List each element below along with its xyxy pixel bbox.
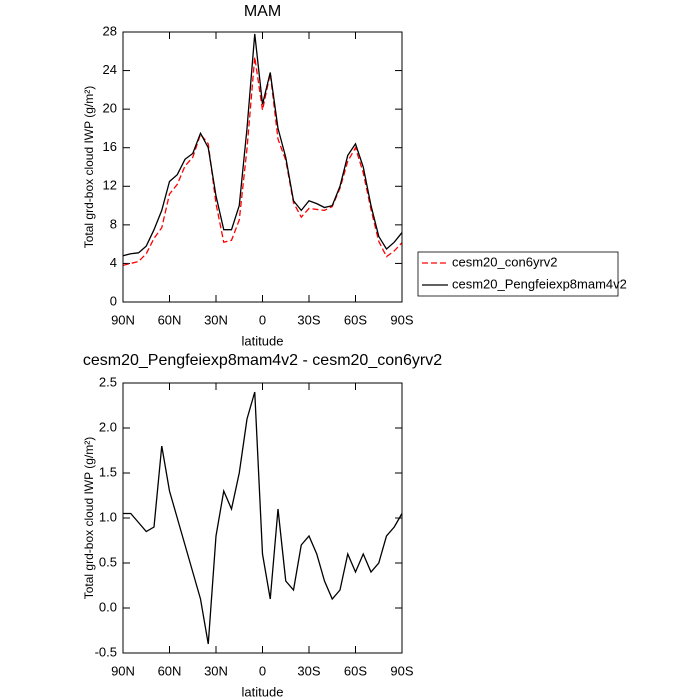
y-tick-label: 1.5 bbox=[99, 464, 117, 479]
legend-label: cesm20_Pengfeiexp8mam4v2 bbox=[452, 276, 627, 291]
legend-label: cesm20_con6yrv2 bbox=[452, 254, 558, 269]
x-tick-label: 90N bbox=[111, 312, 135, 327]
x-tick-label: 90S bbox=[390, 312, 413, 327]
y-tick-label: 20 bbox=[103, 101, 117, 116]
x-tick-label: 60N bbox=[158, 312, 182, 327]
x-tick-label: 60N bbox=[158, 663, 182, 678]
y-tick-label: 28 bbox=[103, 23, 117, 38]
data-line bbox=[122, 56, 403, 266]
y-tick-label: 2.0 bbox=[99, 419, 117, 434]
y-tick-label: 0.0 bbox=[99, 599, 117, 614]
x-tick-label: 60S bbox=[344, 312, 367, 327]
legend-box bbox=[417, 251, 619, 297]
x-tick-label: 30S bbox=[297, 663, 320, 678]
x-tick-label: 60S bbox=[344, 663, 367, 678]
x-axis-label: latitude bbox=[242, 333, 284, 348]
y-tick-label: 0 bbox=[110, 293, 117, 308]
x-tick-label: 30N bbox=[204, 663, 228, 678]
chart-title: MAM bbox=[244, 3, 281, 20]
x-tick-label: 0 bbox=[259, 312, 266, 327]
plot-frame bbox=[122, 382, 403, 654]
data-line bbox=[123, 391, 403, 645]
y-tick-label: 24 bbox=[103, 62, 117, 77]
y-tick-label: 0.5 bbox=[99, 554, 117, 569]
x-tick-label: 0 bbox=[259, 663, 266, 678]
y-tick-label: 4 bbox=[110, 255, 117, 270]
y-tick-label: 12 bbox=[103, 178, 117, 193]
plot-frame bbox=[122, 31, 403, 303]
x-tick-label: 90N bbox=[111, 663, 135, 678]
x-tick-label: 90S bbox=[390, 663, 413, 678]
x-tick-label: 30S bbox=[297, 312, 320, 327]
y-tick-label: 1.0 bbox=[99, 509, 117, 524]
y-axis-label: Total grd-box cloud IWP (g/m²) bbox=[82, 437, 96, 600]
y-tick-label: 16 bbox=[103, 139, 117, 154]
x-axis-label: latitude bbox=[242, 684, 284, 699]
y-axis-label: Total grd-box cloud IWP (g/m²) bbox=[82, 86, 96, 249]
y-tick-label: -0.5 bbox=[95, 644, 117, 659]
y-tick-label: 8 bbox=[110, 216, 117, 231]
y-tick-label: 2.5 bbox=[99, 374, 117, 389]
data-line bbox=[122, 33, 403, 257]
chart-title: cesm20_Pengfeiexp8mam4v2 - cesm20_con6yr… bbox=[83, 352, 442, 369]
x-tick-label: 30N bbox=[204, 312, 228, 327]
